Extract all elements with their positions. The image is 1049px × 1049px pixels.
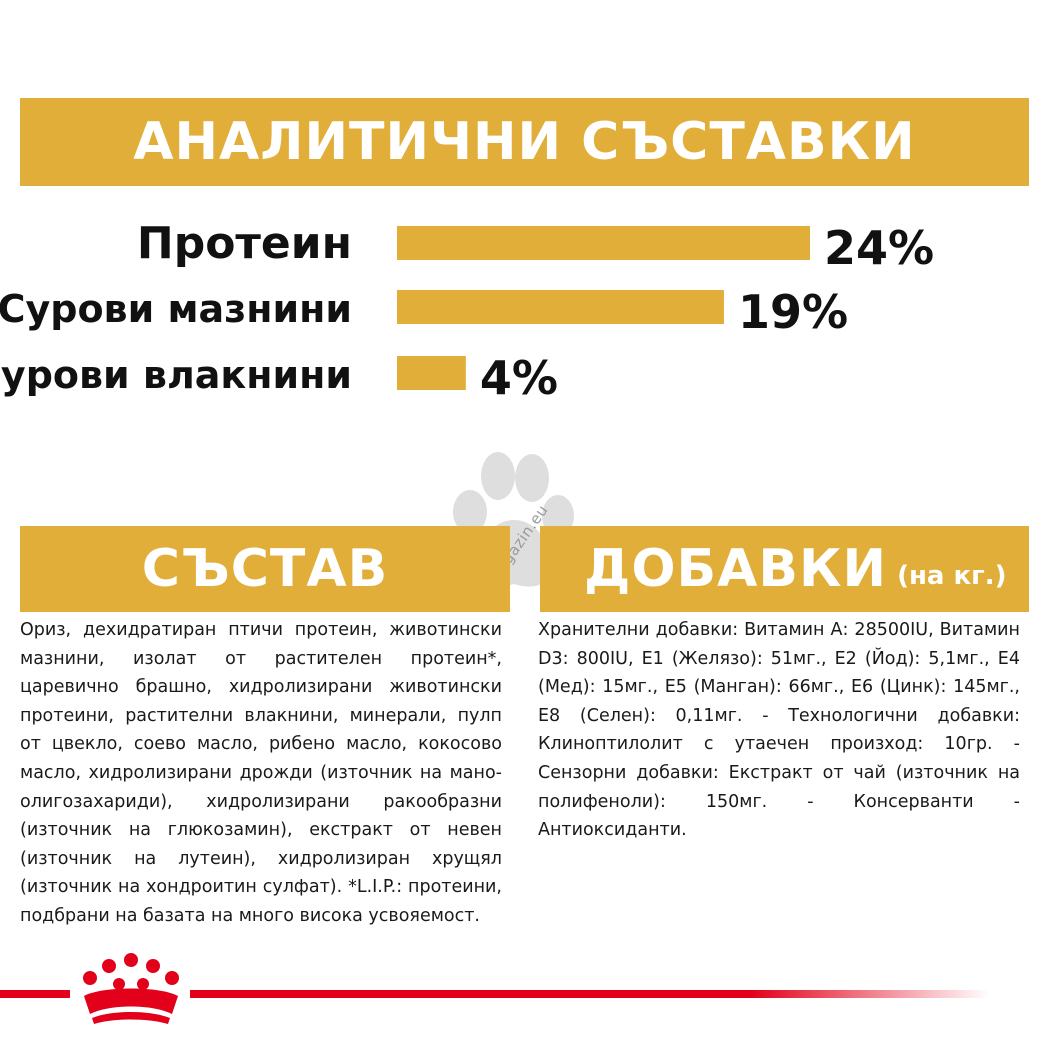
analytics-bar-chart: Протеин 24% Сурови мазнини 19% Сурови влакни… [0, 218, 934, 405]
bar [397, 290, 724, 324]
value-label: 4% [480, 351, 558, 405]
value-label: 19% [738, 285, 848, 339]
bar [397, 356, 466, 390]
category-label: Сурови мазнини [0, 287, 352, 331]
additives-title: ДОБАВКИ [584, 539, 888, 599]
bar [397, 226, 810, 260]
analytics-title: АНАЛИТИЧНИ СЪСТАВКИ [133, 112, 916, 172]
footer-red-line-left [0, 990, 70, 998]
composition-title: СЪСТАВ [141, 539, 389, 599]
additives-text: Хранителни добавки: Витамин А: 28500IU, … [538, 620, 1020, 841]
composition-title-band: СЪСТАВ [20, 526, 510, 612]
footer-red-line-right [190, 990, 990, 998]
additives-title-band: ДОБАВКИ (на кг.) [540, 526, 1029, 612]
royal-canin-crown-icon [83, 953, 179, 1024]
analytics-title-band: АНАЛИТИЧНИ СЪСТАВКИ [20, 98, 1029, 186]
category-label: Сурови влакнини [0, 353, 352, 397]
additives-unit-label: (на кг.) [897, 561, 1007, 591]
category-label: Протеин [137, 218, 352, 269]
composition-text: Ориз, дехидратиран птичи протеин, животи… [20, 620, 502, 926]
value-label: 24% [824, 221, 934, 275]
